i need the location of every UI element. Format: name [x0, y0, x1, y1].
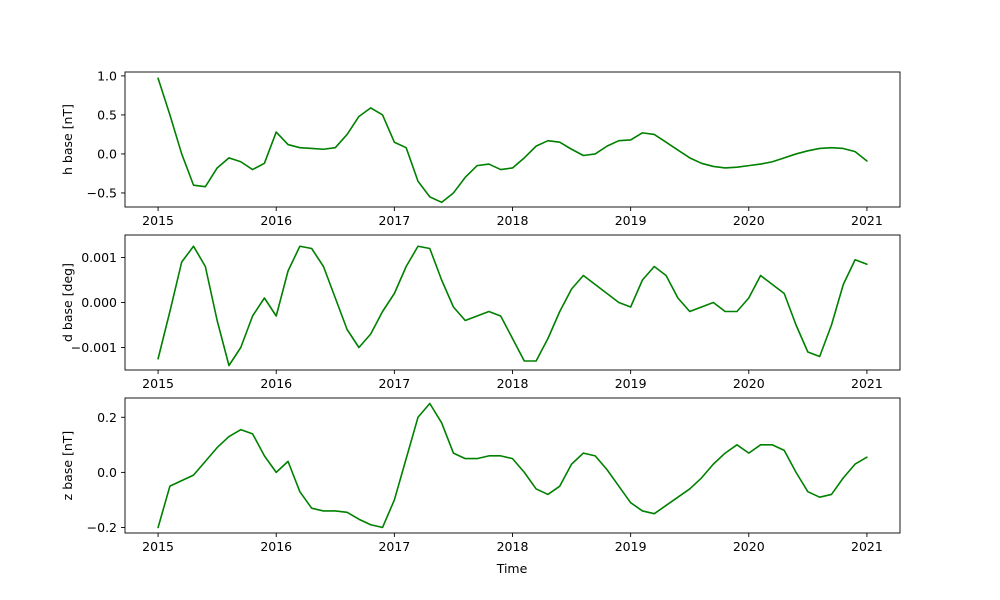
x-tick-label: 2019	[615, 376, 647, 391]
subplot-z-base: 2015 2016 2017 2018 2019 2020 2021 0.2 0.0 −0.2 z …	[60, 397, 901, 576]
x-tick-label: 2017	[378, 376, 410, 391]
y-tick-label: 0.2	[97, 410, 117, 425]
x-tick-label: 2019	[615, 539, 647, 554]
x-tick-label: 2016	[260, 539, 292, 554]
x-tick-label: 2021	[851, 376, 883, 391]
x-tick-label: 2019	[615, 213, 647, 228]
x-tick-label: 2015	[142, 376, 174, 391]
x-tick-label: 2018	[497, 376, 529, 391]
y-tick-label: 1.0	[97, 68, 117, 83]
x-tick-label: 2020	[733, 376, 765, 391]
series-line-0	[157, 77, 868, 204]
x-tick-label: 2016	[260, 376, 292, 391]
x-tick-label: 2021	[851, 539, 883, 554]
x-tick-label: 2020	[733, 213, 765, 228]
y-tick-label: 0.0	[97, 146, 117, 161]
subplot-d-base: 2015 2016 2017 2018 2019 2020 2021 0.001 0.000 −0…	[60, 234, 901, 391]
y-tick-label: −0.5	[87, 185, 117, 200]
y-tick-label: 0.5	[97, 107, 117, 122]
x-tick-label: 2020	[733, 539, 765, 554]
y-axis-label: d base [deg]	[60, 263, 75, 342]
x-tick-label: 2021	[851, 213, 883, 228]
x-tick-label: 2018	[497, 213, 529, 228]
x-tick-label: 2016	[260, 213, 292, 228]
x-tick-label: 2015	[142, 539, 174, 554]
x-tick-label: 2015	[142, 213, 174, 228]
subplot-h-base: 2015 2016 2017 2018 2019 2020 2021 1.0 0.5 0.0 −0.…	[60, 68, 901, 228]
x-tick-label: 2017	[378, 213, 410, 228]
y-tick-label: 0.000	[81, 295, 117, 310]
x-tick-label: 2018	[497, 539, 529, 554]
y-tick-label: −0.2	[87, 520, 117, 535]
y-axis-label: h base [nT]	[60, 104, 75, 175]
y-tick-label: 0.001	[81, 250, 117, 265]
y-tick-label: 0.0	[97, 465, 117, 480]
x-tick-label: 2017	[378, 539, 410, 554]
series-line-0	[157, 402, 868, 529]
y-axis-label: z base [nT]	[60, 431, 75, 501]
x-axis-label: Time	[496, 561, 528, 576]
y-tick-label: −0.001	[71, 340, 117, 355]
series-line-0	[157, 245, 868, 367]
